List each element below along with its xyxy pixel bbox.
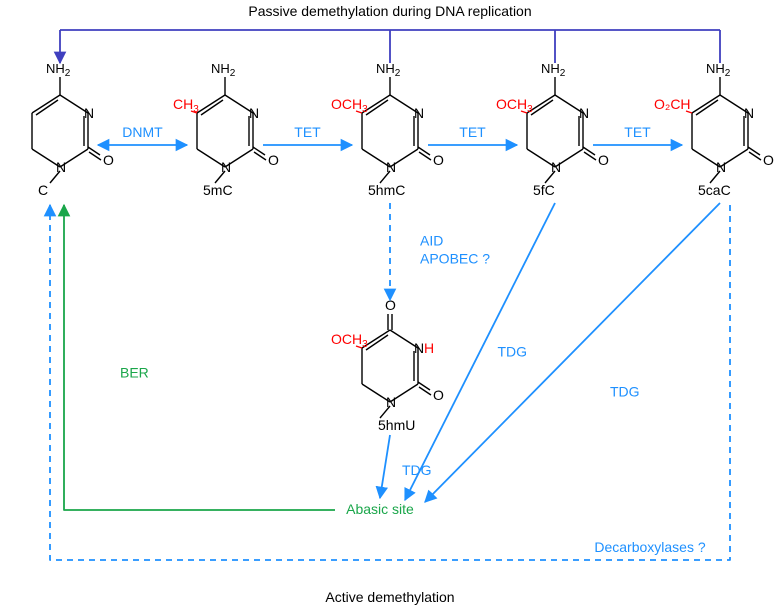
atom-n: N: [414, 105, 424, 121]
nh2-label: NH2: [211, 61, 236, 79]
substituent: OCH3: [496, 96, 533, 115]
atom-o: O: [763, 152, 774, 168]
mol-label-5hmU: 5hmU: [378, 417, 415, 433]
atom-o: O: [103, 152, 114, 168]
atom-o: O: [268, 152, 279, 168]
atom-n: N: [744, 105, 754, 121]
atom-n: N: [249, 105, 259, 121]
mol-label-5hmC: 5hmC: [368, 182, 405, 198]
mol-label-5mC: 5mC: [203, 182, 233, 198]
enzyme-tdg-2: TDG: [498, 344, 528, 360]
substituent: CH3: [173, 96, 199, 115]
nh2-label: NH2: [541, 61, 566, 79]
atom-n: N: [414, 340, 424, 356]
substituent: O₂CH: [654, 96, 691, 112]
enzyme-tet-3: TET: [624, 124, 651, 140]
mol-label-C: C: [38, 182, 48, 198]
enzyme-apobec: APOBEC ?: [420, 251, 490, 267]
enzyme-ber: BER: [120, 365, 149, 381]
enzyme-decarb: Decarboxylases ?: [594, 539, 705, 555]
atom-n: N: [579, 105, 589, 121]
atom-n: N: [56, 159, 66, 175]
atom-n: N: [84, 105, 94, 121]
nh2-label: NH2: [46, 61, 71, 79]
substituent: OCH3: [331, 331, 368, 350]
title-bottom: Active demethylation: [325, 589, 454, 605]
enzyme-dnmt: DNMT: [122, 124, 163, 140]
title-top: Passive demethylation during DNA replica…: [248, 3, 531, 19]
atom-o: O: [385, 297, 396, 313]
atom-n: N: [386, 394, 396, 410]
atom-n: N: [221, 159, 231, 175]
enzyme-aid: AID: [420, 233, 443, 249]
nh2-label: NH2: [706, 61, 731, 79]
atom-n: N: [716, 159, 726, 175]
mol-label-5fC: 5fC: [533, 182, 555, 198]
atom-n: N: [386, 159, 396, 175]
enzyme-tet-1: TET: [294, 124, 321, 140]
atom-n: N: [551, 159, 561, 175]
atom-o: O: [433, 387, 444, 403]
mol-label-5caC: 5caC: [698, 182, 731, 198]
n3h: H: [424, 340, 434, 356]
substituent: OCH3: [331, 96, 368, 115]
enzyme-tet-2: TET: [459, 124, 486, 140]
atom-o: O: [598, 152, 609, 168]
enzyme-tdg-3: TDG: [610, 384, 640, 400]
atom-o: O: [433, 152, 444, 168]
abasic-site: Abasic site: [346, 501, 414, 517]
nh2-label: NH2: [376, 61, 401, 79]
